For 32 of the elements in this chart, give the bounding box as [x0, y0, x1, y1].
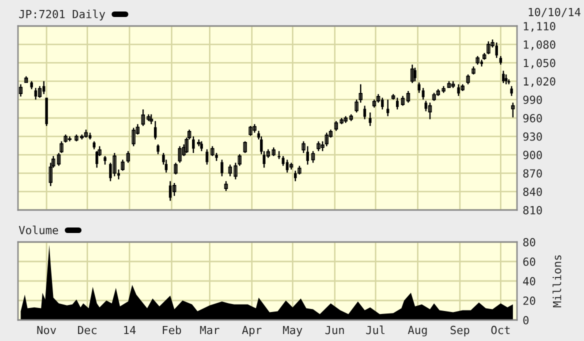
y-tick-label: 40 — [523, 277, 536, 286]
legend-label: Volume — [18, 226, 58, 234]
x-tick-label: May — [283, 326, 302, 336]
x-tick-label: 14 — [124, 326, 136, 334]
y-tick-label: 1,110 — [524, 22, 556, 32]
y-tick-label: 900 — [523, 150, 542, 160]
x-tick-label: Feb — [162, 326, 182, 334]
x-tick-label: Apr — [242, 326, 262, 336]
y-tick-label: 810 — [523, 206, 542, 214]
y-tick-label: 60 — [523, 258, 536, 266]
x-tick-label: Aug — [408, 326, 427, 336]
y-tick-label: 870 — [523, 169, 542, 178]
x-tick-label: Jul — [366, 326, 385, 334]
x-tick-label: Nov — [37, 326, 56, 334]
y-tick-label: 1,020 — [524, 77, 556, 88]
x-tick-label: Sep — [450, 326, 470, 336]
y-tick-label: 20 — [523, 296, 536, 305]
y-tick-label: 1,050 — [524, 58, 556, 69]
y-tick-label: 0 — [523, 316, 529, 324]
y-tick-label: 990 — [523, 96, 542, 104]
y-tick-label: 930 — [523, 132, 542, 141]
x-tick-label: Oct — [491, 326, 510, 334]
y-axis-title: Millions — [552, 255, 562, 308]
legend-label: JP:7201 Daily — [19, 10, 106, 20]
y-tick-label: 80 — [523, 238, 536, 246]
y-tick-label: 960 — [523, 114, 542, 122]
text: 10/10/14 — [528, 8, 580, 18]
y-tick-label: 1,080 — [524, 40, 556, 50]
y-tick-label: 840 — [523, 188, 542, 196]
x-tick-label: Dec — [78, 326, 96, 334]
x-tick-label: Jun — [325, 326, 344, 334]
x-tick-label: Mar — [200, 326, 220, 334]
